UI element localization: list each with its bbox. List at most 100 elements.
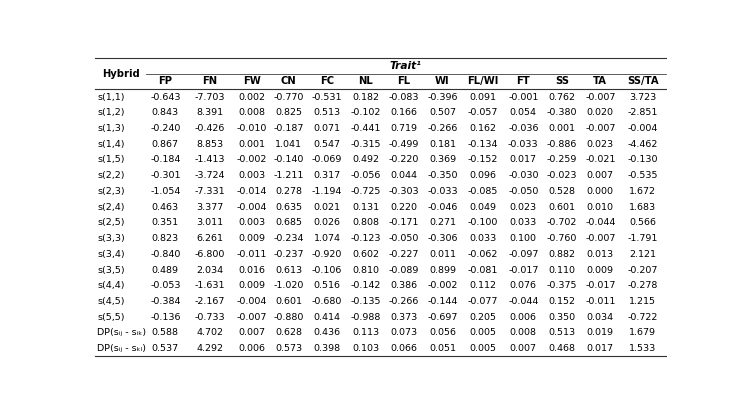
Text: -1.020: -1.020 [273, 281, 304, 290]
Text: -0.050: -0.050 [508, 187, 539, 196]
Text: -0.083: -0.083 [389, 93, 419, 102]
Text: -0.123: -0.123 [350, 234, 381, 243]
Text: 0.011: 0.011 [429, 250, 456, 259]
Text: 0.350: 0.350 [548, 313, 575, 322]
Text: -0.140: -0.140 [273, 156, 304, 164]
Text: 0.073: 0.073 [391, 328, 417, 337]
Text: 0.166: 0.166 [391, 108, 417, 117]
Text: DP(sᵢⱼ - sₖₗ): DP(sᵢⱼ - sₖₗ) [97, 344, 146, 353]
Text: -0.011: -0.011 [585, 297, 616, 306]
Text: -7.703: -7.703 [194, 93, 225, 102]
Text: s(2,5): s(2,5) [97, 218, 124, 227]
Text: 0.044: 0.044 [391, 171, 417, 180]
Text: 4.702: 4.702 [196, 328, 223, 337]
Text: 0.414: 0.414 [313, 313, 340, 322]
Text: 0.008: 0.008 [510, 328, 536, 337]
Text: FC: FC [320, 76, 334, 86]
Text: s(3,5): s(3,5) [97, 265, 124, 274]
Text: -6.800: -6.800 [194, 250, 225, 259]
Text: 0.008: 0.008 [239, 108, 265, 117]
Text: 0.867: 0.867 [152, 140, 179, 149]
Text: 0.076: 0.076 [510, 281, 536, 290]
Text: 0.351: 0.351 [152, 218, 179, 227]
Text: 0.492: 0.492 [352, 156, 379, 164]
Text: -3.724: -3.724 [194, 171, 225, 180]
Text: 0.007: 0.007 [510, 344, 536, 353]
Text: 0.034: 0.034 [587, 313, 614, 322]
Text: 0.566: 0.566 [629, 218, 656, 227]
Text: s(4,5): s(4,5) [97, 297, 124, 306]
Text: 0.006: 0.006 [239, 344, 265, 353]
Text: 0.005: 0.005 [469, 344, 496, 353]
Text: 1.215: 1.215 [629, 297, 656, 306]
Text: 0.468: 0.468 [548, 344, 575, 353]
Text: s(4,4): s(4,4) [97, 281, 124, 290]
Text: -0.266: -0.266 [428, 124, 458, 133]
Text: 0.369: 0.369 [429, 156, 456, 164]
Text: 0.017: 0.017 [510, 156, 536, 164]
Text: 0.005: 0.005 [469, 328, 496, 337]
Text: 0.436: 0.436 [313, 328, 341, 337]
Text: -0.697: -0.697 [428, 313, 458, 322]
Text: -0.134: -0.134 [468, 140, 498, 149]
Text: 0.009: 0.009 [239, 234, 265, 243]
Text: 0.547: 0.547 [313, 140, 340, 149]
Text: s(2,2): s(2,2) [97, 171, 124, 180]
Text: -0.036: -0.036 [508, 124, 539, 133]
Text: 0.685: 0.685 [275, 218, 302, 227]
Text: -2.167: -2.167 [194, 297, 225, 306]
Text: DP(sᵢⱼ - sᵢₖ): DP(sᵢⱼ - sᵢₖ) [97, 328, 146, 337]
Text: 0.823: 0.823 [152, 234, 179, 243]
Text: 0.882: 0.882 [548, 250, 575, 259]
Text: 0.220: 0.220 [391, 203, 417, 212]
Text: 0.602: 0.602 [352, 250, 379, 259]
Text: -1.791: -1.791 [628, 234, 658, 243]
Text: -0.053: -0.053 [150, 281, 181, 290]
Text: 0.051: 0.051 [429, 344, 456, 353]
Text: 0.056: 0.056 [429, 328, 456, 337]
Text: -0.136: -0.136 [150, 313, 181, 322]
Text: 0.112: 0.112 [469, 281, 496, 290]
Text: -0.044: -0.044 [585, 218, 616, 227]
Text: -0.259: -0.259 [547, 156, 577, 164]
Text: s(2,4): s(2,4) [97, 203, 124, 212]
Text: -0.033: -0.033 [508, 140, 539, 149]
Text: -0.097: -0.097 [508, 250, 539, 259]
Text: 2.121: 2.121 [629, 250, 656, 259]
Text: 0.205: 0.205 [469, 313, 496, 322]
Text: FT: FT [516, 76, 530, 86]
Text: -0.240: -0.240 [150, 124, 181, 133]
Text: 0.810: 0.810 [352, 265, 379, 274]
Text: -0.004: -0.004 [236, 297, 267, 306]
Text: 1.679: 1.679 [629, 328, 656, 337]
Text: -0.725: -0.725 [350, 187, 381, 196]
Text: -0.056: -0.056 [350, 171, 381, 180]
Text: 0.843: 0.843 [152, 108, 179, 117]
Text: -0.100: -0.100 [468, 218, 498, 227]
Text: s(1,2): s(1,2) [97, 108, 124, 117]
Text: 0.100: 0.100 [510, 234, 536, 243]
Text: 0.033: 0.033 [469, 234, 496, 243]
Text: -0.046: -0.046 [428, 203, 458, 212]
Text: -0.770: -0.770 [273, 93, 304, 102]
Text: 0.023: 0.023 [587, 140, 614, 149]
Text: -0.350: -0.350 [428, 171, 458, 180]
Text: -0.007: -0.007 [585, 93, 616, 102]
Text: 0.182: 0.182 [352, 93, 379, 102]
Text: -0.044: -0.044 [508, 297, 539, 306]
Text: 0.719: 0.719 [391, 124, 417, 133]
Text: 0.091: 0.091 [469, 93, 496, 102]
Text: 0.398: 0.398 [313, 344, 341, 353]
Text: 0.013: 0.013 [587, 250, 614, 259]
Text: 0.003: 0.003 [239, 171, 265, 180]
Text: 0.386: 0.386 [391, 281, 417, 290]
Text: s(1,4): s(1,4) [97, 140, 124, 149]
Text: CN: CN [281, 76, 296, 86]
Text: -0.220: -0.220 [389, 156, 419, 164]
Text: -0.315: -0.315 [350, 140, 381, 149]
Text: 0.002: 0.002 [239, 93, 265, 102]
Text: 0.001: 0.001 [548, 124, 575, 133]
Text: 0.033: 0.033 [510, 218, 537, 227]
Text: 0.613: 0.613 [275, 265, 302, 274]
Text: -0.886: -0.886 [547, 140, 577, 149]
